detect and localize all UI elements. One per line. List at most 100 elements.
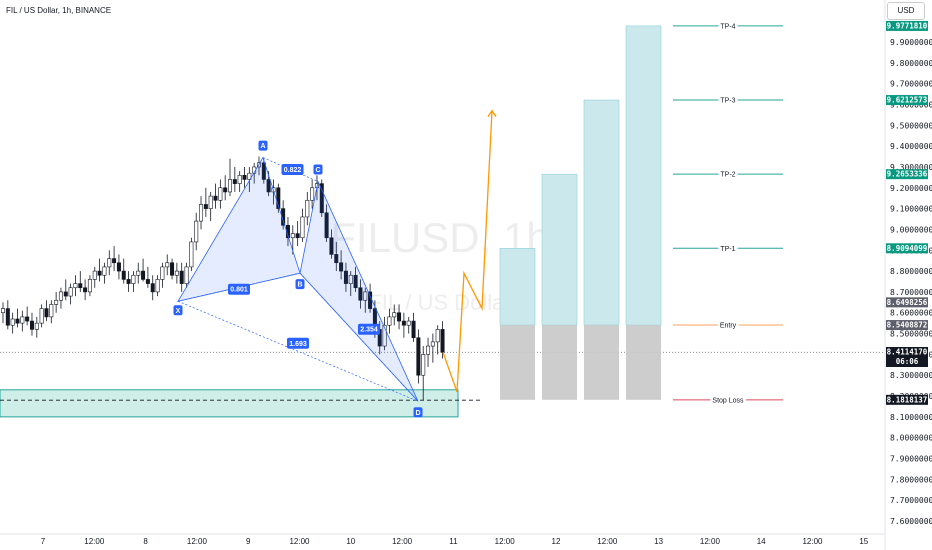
price-badge-current-text: 8.4114170 [887, 348, 928, 357]
harmonic-point-label: D [415, 410, 420, 417]
candle [199, 204, 204, 222]
price-badge-tp-4-text: 9.9771810 [887, 21, 928, 30]
x-tick-label: 15 [859, 537, 868, 546]
candle [228, 179, 233, 193]
level-label: TP-4 [720, 23, 735, 30]
x-tick-label: 12:00 [700, 537, 721, 546]
y-tick-label: 8.5000000 [890, 330, 932, 339]
candle [116, 262, 121, 272]
candle [358, 287, 363, 301]
candle [305, 199, 310, 218]
candle [208, 195, 213, 209]
candle [237, 174, 242, 184]
candle [435, 329, 440, 343]
harmonic-ratio-badge [358, 323, 380, 335]
candle [194, 220, 199, 243]
price-badge-current-time: 06:06 [896, 357, 919, 366]
projection-arrow-head [487, 109, 497, 118]
candle [242, 174, 247, 180]
x-tick-label: 12:00 [802, 537, 823, 546]
currency-button[interactable]: USD [887, 2, 925, 20]
candle [353, 274, 358, 289]
y-tick-label: 8.0000000 [890, 434, 932, 443]
candle [266, 179, 271, 193]
candle [20, 316, 25, 324]
candle [334, 254, 339, 264]
harmonic-point-x [173, 305, 183, 316]
candle [29, 320, 34, 330]
candle [329, 237, 334, 255]
price-badge-grey-text: 8.6498256 [887, 298, 928, 307]
candle [160, 266, 165, 280]
candle [141, 270, 146, 280]
candle [430, 341, 435, 347]
y-tick-label: 9.3000000 [890, 163, 932, 172]
price-badge-tp-1 [886, 243, 928, 254]
watermark-name: FIL / US Dollar [368, 290, 511, 315]
harmonic-ratio-label: 0.822 [284, 167, 302, 174]
x-tick-label: 7 [41, 537, 46, 546]
candle [165, 262, 170, 268]
level-label-bg [718, 22, 738, 32]
price-badge-entry-text: 8.5408872 [887, 321, 928, 330]
x-tick-label: 11 [449, 537, 458, 546]
x-tick-label: 13 [654, 537, 663, 546]
candle [203, 204, 208, 209]
x-tick-label: 9 [246, 537, 251, 546]
x-tick-label: 12:00 [187, 537, 208, 546]
y-tick-label: 8.3000000 [890, 371, 932, 380]
candle [319, 183, 324, 214]
target-zone-tp-2 [541, 173, 578, 326]
candle [339, 262, 344, 272]
price-badge-tp-3 [886, 95, 928, 106]
candle [406, 320, 411, 326]
harmonic-ratio-badge [287, 337, 309, 349]
candle [343, 270, 348, 284]
price-badge-entry [886, 320, 928, 331]
candle [145, 279, 150, 284]
y-tick-label: 9.8000000 [890, 59, 932, 68]
price-badge-tp-4 [886, 20, 928, 31]
candle [126, 279, 131, 284]
y-tick-label: 7.6000000 [890, 517, 932, 526]
level-label: Stop Loss [712, 397, 744, 404]
x-tick-label: 12:00 [597, 537, 618, 546]
level-label-bg [710, 396, 747, 406]
candle [92, 270, 97, 280]
candle [5, 308, 10, 326]
candle [276, 187, 281, 209]
level-label: TP-1 [720, 246, 735, 253]
level-label-bg [718, 170, 738, 180]
y-tick-label: 8.1000000 [890, 413, 932, 422]
candle [68, 287, 73, 297]
candle [25, 316, 30, 322]
y-tick-label: 9.1000000 [890, 205, 932, 214]
candle [348, 274, 353, 284]
candle [174, 270, 179, 276]
harmonic-ratio-badge [281, 164, 304, 176]
candle [397, 312, 402, 322]
harmonic-point-a [258, 140, 268, 151]
price-badge-tp-1-text: 8.9094099 [887, 244, 928, 253]
risk-zone [500, 325, 535, 400]
candle [213, 195, 218, 201]
candle [155, 279, 160, 293]
x-tick-label: 12:00 [495, 537, 516, 546]
x-tick-label: 12 [552, 537, 561, 546]
candle [87, 279, 92, 293]
candle [107, 258, 112, 268]
y-tick-label: 7.7000000 [890, 496, 932, 505]
candle [401, 320, 406, 326]
candle [112, 258, 117, 264]
harmonic-point-c [313, 164, 323, 175]
level-label-bg [718, 244, 738, 254]
pivot-zone [0, 389, 459, 418]
candle [136, 270, 141, 276]
harmonic-point-label: C [315, 167, 320, 174]
candle [44, 308, 49, 318]
y-tick-label: 8.7000000 [890, 288, 932, 297]
candle [310, 187, 315, 201]
candle [426, 345, 431, 355]
price-badge-stop-loss [886, 394, 928, 405]
